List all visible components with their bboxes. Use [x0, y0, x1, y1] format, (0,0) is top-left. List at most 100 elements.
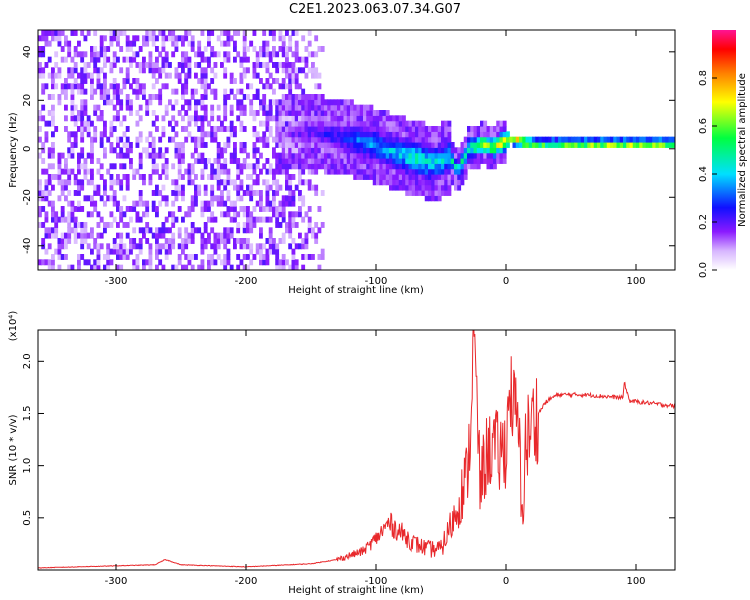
spectrogram-cell: [187, 168, 192, 175]
spectrogram-cell: [405, 179, 410, 186]
spectrogram-cell: [135, 35, 140, 42]
spectrogram-cell: [112, 195, 117, 202]
spectrogram-cell: [330, 115, 335, 122]
spectrogram-cell: [434, 190, 439, 196]
spectrogram-cell: [262, 142, 267, 148]
spectrogram-cell: [346, 142, 351, 148]
spectrogram-cell: [116, 35, 120, 42]
spectrogram-cell: [64, 195, 68, 202]
spectrogram-cell: [216, 238, 221, 244]
spectrogram-cell: [636, 136, 640, 143]
spectrogram-cell: [233, 142, 237, 148]
spectrogram-cell: [333, 115, 338, 122]
spectrogram-cell: [304, 110, 309, 116]
spectrogram-cell: [213, 94, 218, 100]
spectrogram-cell: [125, 56, 130, 63]
spectrogram-cell: [437, 158, 442, 164]
spectrogram-cell: [411, 126, 416, 132]
spectrogram-cell: [285, 136, 289, 143]
spectrogram-cell: [171, 30, 176, 36]
spectrogram-cell: [181, 190, 185, 196]
spectrogram-cell: [233, 126, 237, 132]
spectrogram-cell: [210, 200, 215, 207]
spectrogram-cell: [470, 147, 475, 154]
spectrogram-cell: [298, 142, 302, 148]
spectrogram-cell: [90, 142, 94, 148]
spectrogram-cell: [112, 147, 117, 154]
spectrogram-cell: [109, 174, 114, 180]
spectrogram-cell: [106, 168, 111, 175]
spectrogram-cell: [177, 147, 182, 154]
spectrogram-cell: [203, 67, 208, 74]
spectrogram-cell: [320, 131, 325, 138]
spectrogram-cell: [54, 62, 59, 68]
spectrogram-cell: [103, 152, 107, 159]
spectrogram-cell: [327, 147, 332, 154]
spectrogram-cell: [242, 126, 247, 132]
spectrogram-cell: [90, 56, 94, 63]
spectrogram-cell: [463, 142, 468, 148]
spectrogram-cell: [314, 67, 319, 74]
spectrogram-cell: [210, 30, 215, 36]
spectrogram-cell: [343, 136, 348, 143]
spectrogram-cell: [116, 206, 120, 212]
spectrogram-cell: [200, 72, 205, 79]
spectrogram-cell: [259, 254, 263, 260]
spectrogram-cell: [259, 206, 263, 212]
spectrogram-cell: [398, 142, 403, 148]
colorbar-tick-label: 0.4: [698, 166, 709, 182]
spectrogram-cell: [226, 168, 231, 175]
spectrogram-cell: [109, 179, 114, 186]
spectrogram-cell: [174, 179, 179, 186]
spectrogram-cell: [151, 35, 156, 42]
spectrogram-cell: [67, 83, 72, 90]
spectrogram-cell: [278, 120, 283, 127]
spectrogram-cell: [437, 190, 442, 196]
spectrogram-cell: [161, 56, 166, 63]
spectrogram-cell: [434, 163, 439, 170]
spectrogram-cell: [138, 238, 143, 244]
spectrogram-cell: [382, 147, 387, 154]
spectrogram-cell: [220, 163, 224, 170]
spectrogram-cell: [249, 104, 254, 111]
spectrogram-cell: [441, 174, 445, 180]
spectrogram-cell: [311, 115, 315, 122]
spectrogram-cell: [70, 67, 75, 74]
spectrogram-cell: [125, 104, 130, 111]
spectrogram-cell: [402, 142, 406, 148]
spectrogram-cell: [372, 168, 377, 175]
spectrogram-cell: [83, 88, 88, 95]
spectrogram-cell: [278, 163, 283, 170]
snr-x-label: Height of straight line (km): [288, 585, 424, 596]
spectrogram-cell: [41, 147, 46, 154]
spectrogram-cell: [506, 131, 510, 138]
spectrogram-cell: [333, 110, 338, 116]
spectrogram-cell: [278, 152, 283, 159]
spectrogram-cell: [281, 158, 286, 164]
spectrogram-cell: [272, 179, 276, 186]
spectrogram-cell: [291, 195, 296, 202]
spectrogram-cell: [103, 62, 107, 68]
spectrogram-cell: [421, 120, 426, 127]
spectrogram-cell: [135, 254, 140, 260]
spectrogram-cell: [434, 126, 439, 132]
spectrogram-cell: [239, 104, 244, 111]
spectrogram-cell: [106, 243, 111, 250]
spectrogram-cell: [304, 62, 309, 68]
spectrogram-cell: [385, 120, 390, 127]
spectrogram-cell: [77, 88, 81, 95]
spectrogram-cell: [57, 67, 62, 74]
spectrogram-cell: [38, 115, 42, 122]
spectrogram-cell: [60, 232, 65, 239]
spectrogram-cell: [418, 152, 423, 159]
spectrogram-cell: [307, 131, 312, 138]
spectrogram-cell: [109, 40, 114, 47]
spectrogram-cell: [161, 264, 166, 270]
spectrogram-cell: [93, 264, 98, 270]
spectrogram-cell: [148, 179, 153, 186]
spectrogram-cell: [96, 243, 101, 250]
spectrogram-cell: [314, 99, 319, 106]
spectrogram-cell: [291, 147, 296, 154]
spectrogram-cell: [93, 206, 98, 212]
